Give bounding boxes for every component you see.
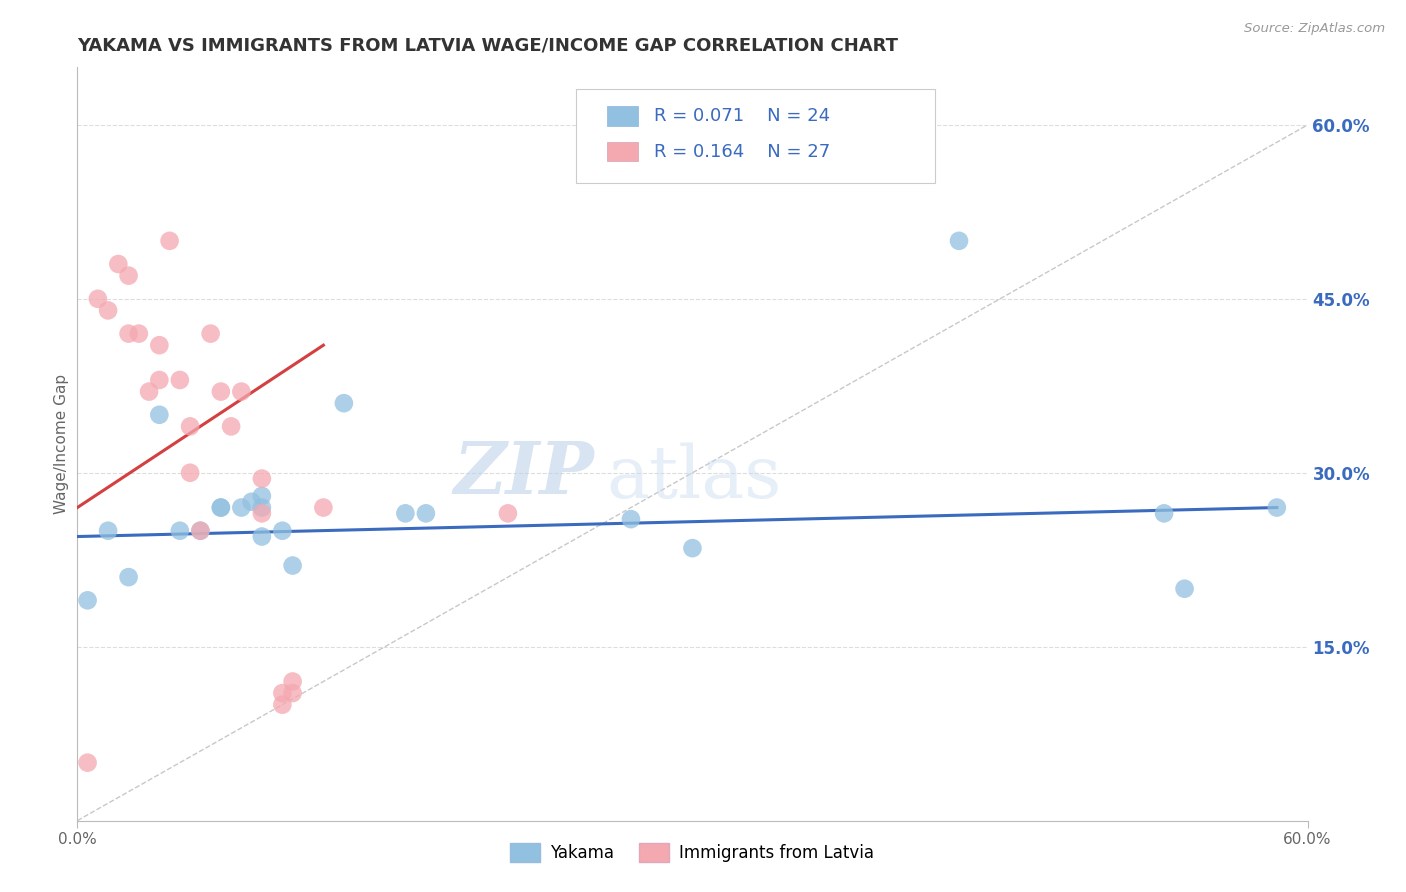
Point bbox=[107, 257, 129, 271]
Text: atlas: atlas bbox=[606, 442, 782, 513]
Point bbox=[209, 500, 232, 515]
Text: R = 0.164    N = 27: R = 0.164 N = 27 bbox=[654, 143, 830, 161]
Point bbox=[271, 698, 294, 712]
Point bbox=[169, 373, 191, 387]
Point bbox=[240, 494, 263, 508]
Point bbox=[169, 524, 191, 538]
Point bbox=[76, 593, 98, 607]
Text: R = 0.071    N = 24: R = 0.071 N = 24 bbox=[654, 107, 830, 125]
Point bbox=[1265, 500, 1288, 515]
Point bbox=[128, 326, 150, 341]
Point bbox=[231, 384, 253, 399]
Point bbox=[250, 507, 273, 521]
Point bbox=[148, 373, 170, 387]
Point bbox=[148, 408, 170, 422]
Point bbox=[219, 419, 242, 434]
Point bbox=[188, 524, 212, 538]
Point bbox=[281, 674, 304, 689]
Point bbox=[948, 234, 970, 248]
Point bbox=[271, 686, 294, 700]
Point bbox=[312, 500, 335, 515]
Point bbox=[250, 530, 273, 544]
Point bbox=[188, 524, 212, 538]
Point bbox=[496, 507, 519, 521]
Point bbox=[148, 338, 170, 352]
Point bbox=[1153, 507, 1175, 521]
Point bbox=[620, 512, 643, 526]
Point bbox=[97, 303, 120, 318]
Text: Source: ZipAtlas.com: Source: ZipAtlas.com bbox=[1244, 22, 1385, 36]
Point bbox=[117, 326, 139, 341]
Point bbox=[97, 524, 120, 538]
Point bbox=[231, 500, 253, 515]
Point bbox=[281, 686, 304, 700]
Point bbox=[281, 558, 304, 573]
Point bbox=[415, 507, 437, 521]
Point bbox=[682, 541, 704, 555]
Point bbox=[209, 500, 232, 515]
Point bbox=[333, 396, 356, 410]
Text: YAKAMA VS IMMIGRANTS FROM LATVIA WAGE/INCOME GAP CORRELATION CHART: YAKAMA VS IMMIGRANTS FROM LATVIA WAGE/IN… bbox=[77, 37, 898, 54]
Point bbox=[87, 292, 110, 306]
Text: ZIP: ZIP bbox=[453, 439, 595, 509]
Point bbox=[117, 268, 139, 283]
Point bbox=[200, 326, 222, 341]
Point bbox=[209, 384, 232, 399]
Point bbox=[250, 472, 273, 486]
Point bbox=[159, 234, 181, 248]
Legend: Yakama, Immigrants from Latvia: Yakama, Immigrants from Latvia bbox=[503, 837, 882, 869]
Point bbox=[179, 419, 201, 434]
Point bbox=[250, 489, 273, 503]
Point bbox=[250, 500, 273, 515]
Point bbox=[117, 570, 139, 584]
Point bbox=[394, 507, 416, 521]
Point bbox=[179, 466, 201, 480]
Y-axis label: Wage/Income Gap: Wage/Income Gap bbox=[53, 374, 69, 514]
Point bbox=[138, 384, 160, 399]
Point bbox=[1174, 582, 1197, 596]
Point bbox=[271, 524, 294, 538]
Point bbox=[76, 756, 98, 770]
